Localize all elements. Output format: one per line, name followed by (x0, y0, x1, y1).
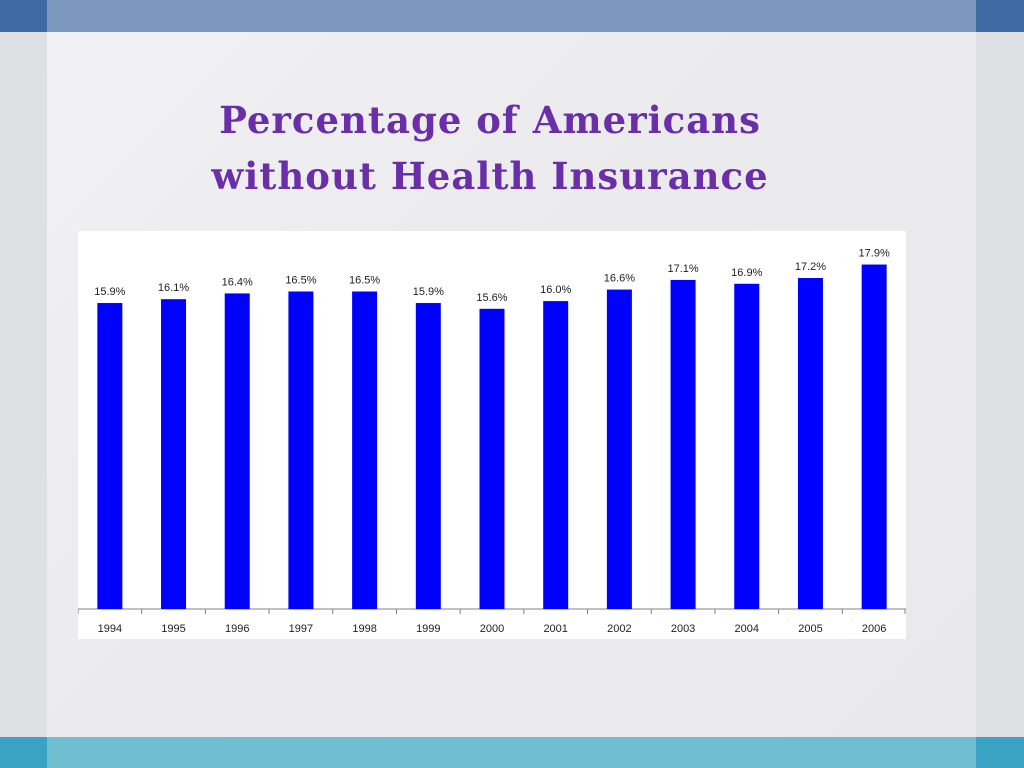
bar-2006 (861, 264, 887, 609)
bar-value-label: 16.6% (604, 273, 635, 285)
bar-value-label: 15.6% (476, 292, 507, 304)
bar-value-label: 17.2% (795, 261, 826, 273)
bar-2003 (670, 279, 696, 609)
bar-2000 (479, 308, 505, 609)
x-tick-label: 2002 (607, 623, 631, 635)
bar-value-label: 16.0% (540, 284, 571, 296)
x-tick-label: 1996 (225, 623, 249, 635)
bar-chart: 15.9% 1994 16.1% 1995 16.4% 1996 16.5% 1997 16.5… (78, 248, 906, 635)
slide-title-line-2: without Health Insurance (211, 154, 769, 198)
slide-title-line-1: Percentage of Americans (219, 98, 761, 142)
left-margin (0, 32, 47, 737)
x-tick-label: 2004 (735, 623, 759, 635)
bottom-right-accent (976, 737, 1024, 768)
bar-value-label: 16.5% (349, 274, 380, 286)
bar-1995 (161, 299, 187, 609)
x-tick-label: 1998 (352, 623, 376, 635)
bar-2004 (734, 283, 760, 609)
x-tick-label: 2000 (480, 623, 504, 635)
top-left-accent (0, 0, 47, 32)
bar-1999 (415, 303, 441, 609)
x-tick-label: 2006 (862, 623, 886, 635)
bar-value-label: 16.1% (158, 282, 189, 294)
bar-chart-panel: 15.9% 1994 16.1% 1995 16.4% 1996 16.5% 1997 16.5… (78, 231, 906, 639)
bar-value-label: 16.4% (222, 276, 253, 288)
bar-value-label: 16.9% (731, 267, 762, 279)
bar-2001 (543, 301, 569, 609)
bar-1998 (352, 291, 378, 609)
bar-value-label: 17.1% (667, 263, 698, 275)
right-margin (976, 32, 1024, 737)
x-tick-label: 1995 (161, 623, 185, 635)
slide-title: Percentage of Americans without Health I… (140, 92, 840, 204)
bottom-accent-band (47, 737, 976, 768)
bar-2002 (606, 289, 632, 609)
x-tick-label: 1994 (98, 623, 122, 635)
top-accent-band (47, 0, 976, 32)
x-tick-label: 1997 (289, 623, 313, 635)
x-tick-label: 2005 (798, 623, 822, 635)
bar-1994 (97, 303, 123, 609)
bar-1996 (224, 293, 250, 609)
top-right-accent (976, 0, 1024, 32)
bottom-left-accent (0, 737, 47, 768)
bar-value-label: 17.9% (859, 248, 890, 260)
bar-1997 (288, 291, 314, 609)
x-tick-label: 2003 (671, 623, 695, 635)
bar-value-label: 15.9% (413, 286, 444, 298)
x-tick-label: 1999 (416, 623, 440, 635)
x-tick-label: 2001 (543, 623, 567, 635)
bar-value-label: 15.9% (94, 286, 125, 298)
bar-value-label: 16.5% (285, 274, 316, 286)
bar-2005 (797, 278, 823, 609)
